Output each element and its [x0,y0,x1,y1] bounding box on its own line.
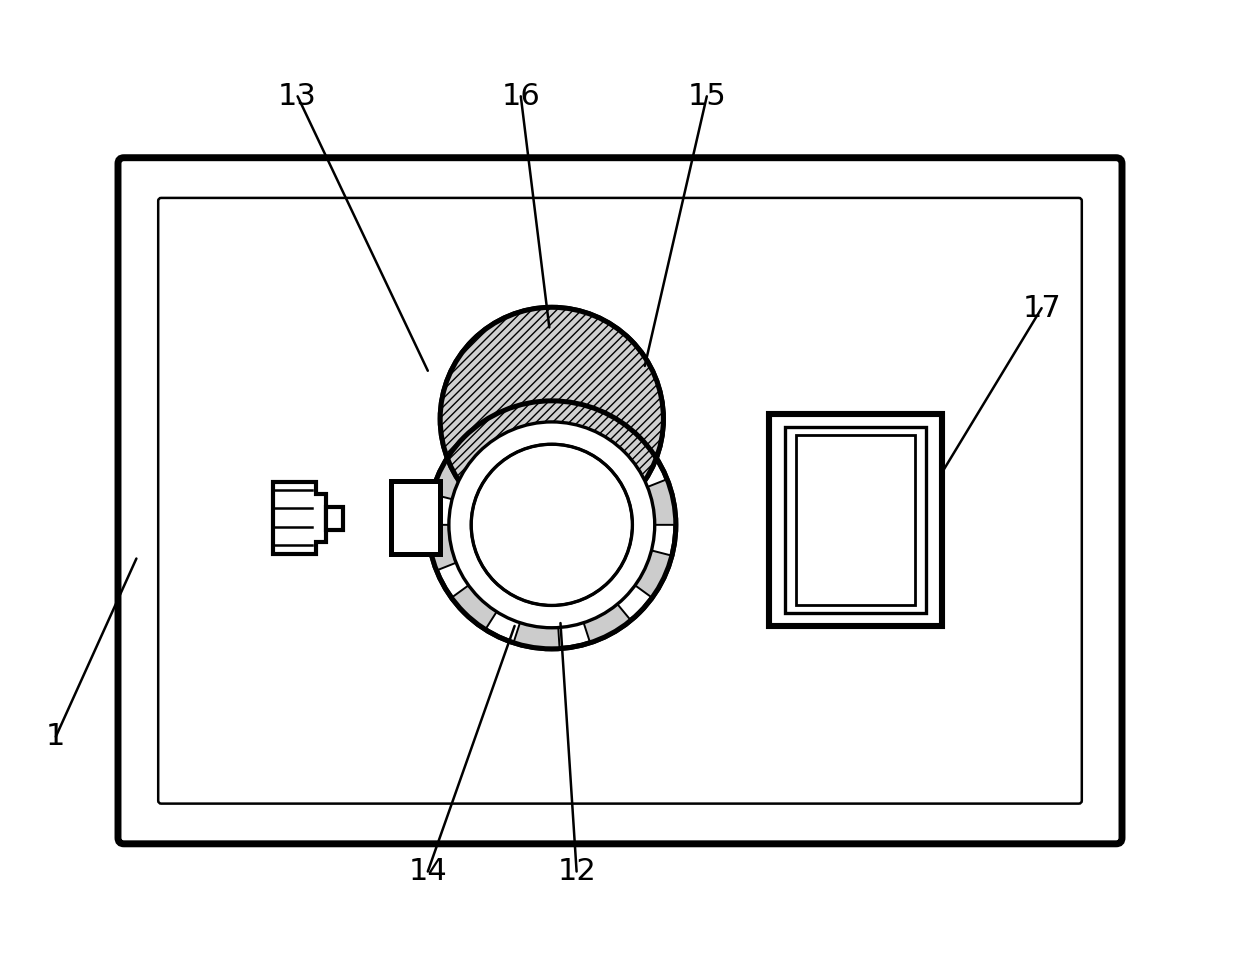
Text: 12: 12 [557,857,596,886]
Wedge shape [451,586,497,630]
Circle shape [428,401,676,649]
Bar [769,414,942,626]
Circle shape [449,422,655,628]
FancyBboxPatch shape [118,158,1122,844]
Wedge shape [606,420,652,464]
Text: 16: 16 [501,82,541,111]
Wedge shape [432,452,469,499]
Polygon shape [273,482,326,554]
Text: 13: 13 [278,82,317,111]
Wedge shape [584,604,631,642]
Bar [785,427,926,613]
Text: 17: 17 [1022,294,1061,323]
Wedge shape [647,480,676,525]
Circle shape [471,444,632,606]
Wedge shape [428,525,456,570]
Text: 15: 15 [687,82,727,111]
Circle shape [440,307,663,531]
Bar [796,435,915,605]
Text: 14: 14 [408,857,448,886]
Text: 1: 1 [46,722,66,751]
Wedge shape [472,407,520,446]
Bar [391,482,440,554]
Wedge shape [544,401,590,427]
Wedge shape [635,551,672,598]
Circle shape [440,307,663,531]
Polygon shape [326,507,343,530]
Wedge shape [513,623,559,649]
